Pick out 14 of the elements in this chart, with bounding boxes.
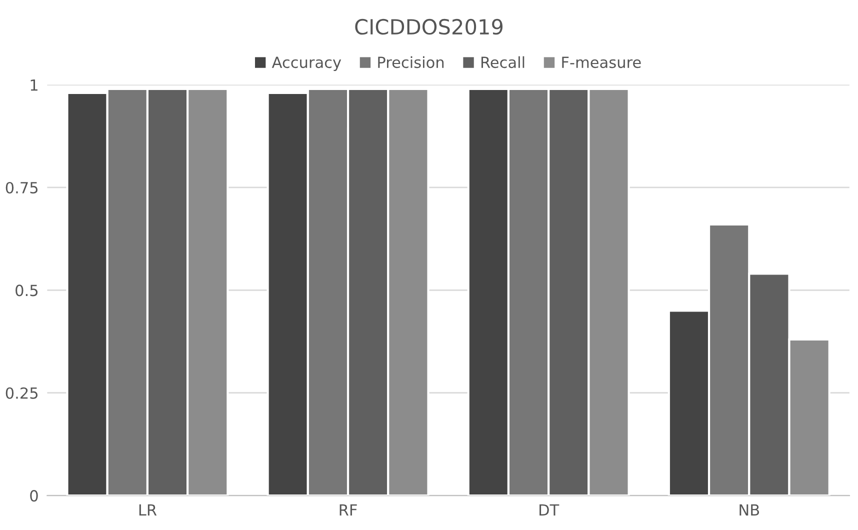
y-tick-label: 1 <box>30 79 38 91</box>
x-tick-label: LR <box>139 504 157 516</box>
x-tick-label: DT <box>540 504 560 516</box>
legend-label: Recall <box>481 56 524 68</box>
chart-title: CICDDOS2019 <box>355 18 503 35</box>
y-tick-label: 0.25 <box>6 387 38 399</box>
x-tick-label: NB <box>740 504 760 516</box>
legend-label: Precision <box>378 56 444 68</box>
y-tick-label: 0.75 <box>6 182 38 194</box>
x-tick-label: RF <box>340 504 357 516</box>
y-tick-label: 0 <box>30 490 38 502</box>
y-tick-label: 0.5 <box>16 284 38 296</box>
legend-label: Accuracy <box>272 56 342 72</box>
legend-label: F-measure <box>562 56 641 68</box>
